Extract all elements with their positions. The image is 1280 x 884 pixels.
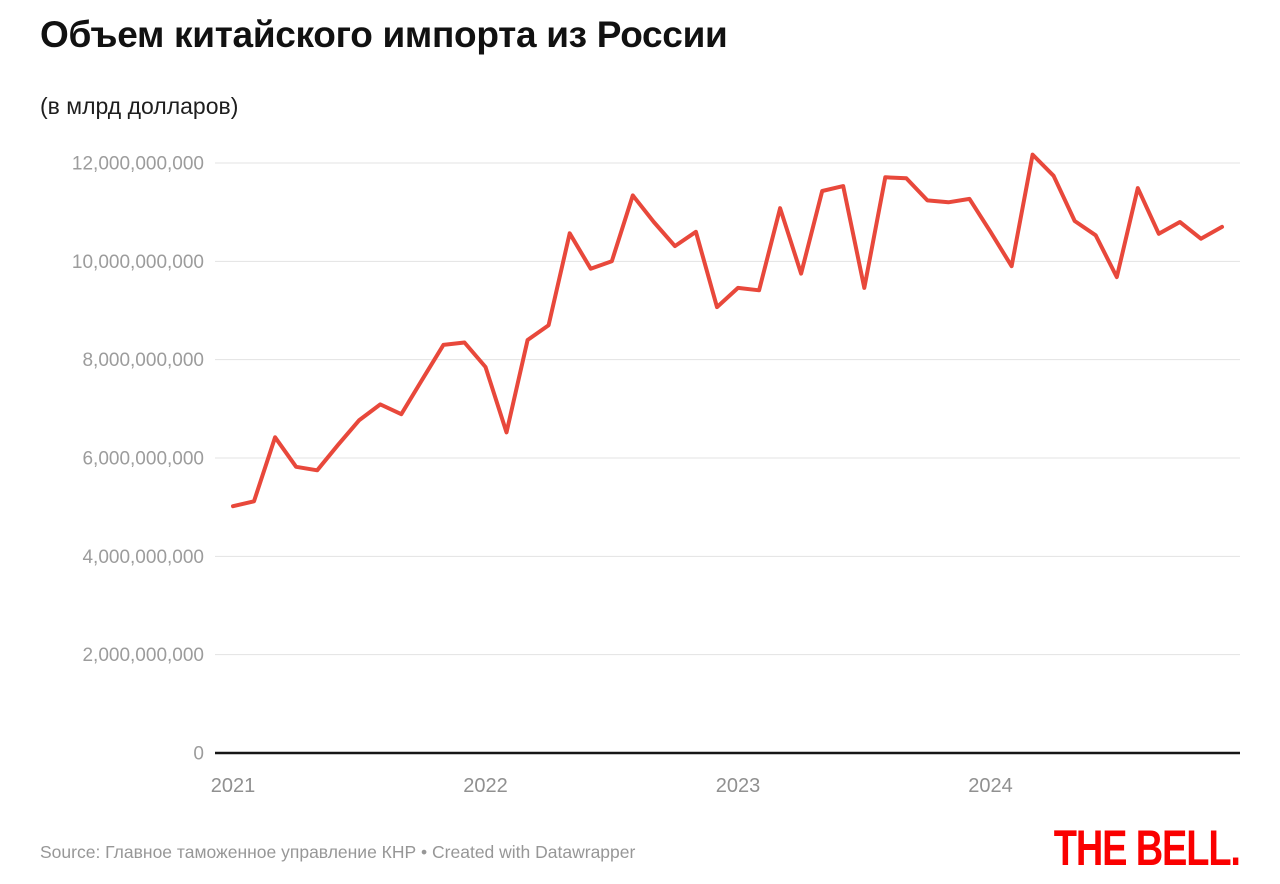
page-title: Объем китайского импорта из России bbox=[40, 14, 728, 55]
y-tick-label: 6,000,000,000 bbox=[82, 448, 204, 469]
gridlines bbox=[215, 162, 1240, 755]
x-tick-label: 2024 bbox=[968, 775, 1013, 797]
y-axis-labels: 0 2,000,000,000 4,000,000,000 6,000,000,000… bbox=[72, 153, 204, 764]
x-axis-labels: 2021 2022 2023 2024 bbox=[211, 775, 1013, 797]
x-tick-label: 2022 bbox=[463, 775, 508, 797]
x-tick-label: 2021 bbox=[211, 775, 256, 797]
y-tick-label: 10,000,000,000 bbox=[72, 252, 204, 273]
y-tick-label: 0 bbox=[193, 744, 204, 765]
y-tick-label: 2,000,000,000 bbox=[82, 645, 204, 666]
chart-subtitle: (в млрд долларов) bbox=[40, 93, 239, 119]
y-tick-label: 4,000,000,000 bbox=[82, 547, 204, 568]
x-tick-label: 2023 bbox=[716, 775, 761, 797]
source-note: Source: Главное таможенное управление КН… bbox=[40, 842, 636, 862]
data-line-imports bbox=[231, 152, 1224, 509]
y-tick-label: 8,000,000,000 bbox=[82, 350, 204, 371]
the-bell-logo: THE BELL. bbox=[1053, 820, 1241, 876]
y-tick-label: 12,000,000,000 bbox=[72, 153, 204, 174]
